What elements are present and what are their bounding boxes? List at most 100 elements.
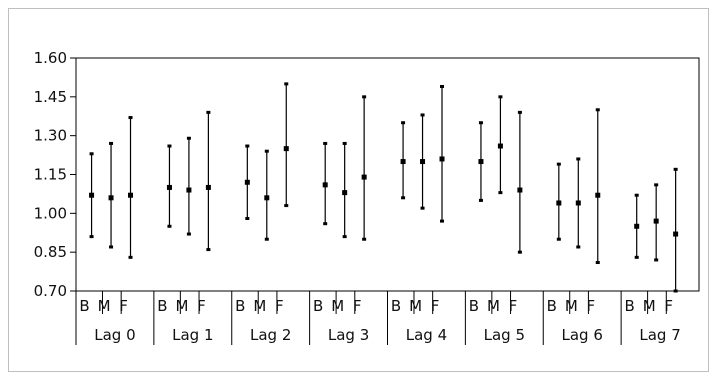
error-cap-lower bbox=[401, 196, 406, 200]
point-estimate bbox=[244, 179, 250, 185]
error-cap-upper bbox=[362, 95, 367, 99]
point-estimate bbox=[128, 192, 134, 198]
point-estimate bbox=[634, 223, 640, 229]
error-cap-lower bbox=[556, 237, 561, 241]
point-estimate bbox=[89, 192, 95, 198]
error-cap-lower bbox=[323, 222, 328, 226]
error-cap-lower bbox=[186, 232, 191, 236]
subcategory-label: B bbox=[79, 297, 89, 315]
group-label: Lag 5 bbox=[484, 326, 525, 344]
group-label: Lag 0 bbox=[94, 326, 135, 344]
point-estimate bbox=[264, 195, 270, 201]
error-cap-upper bbox=[245, 144, 250, 148]
group-label: Lag 2 bbox=[250, 326, 291, 344]
error-cap-lower bbox=[440, 219, 445, 223]
point-estimate bbox=[186, 187, 192, 193]
subcategory-label: M bbox=[253, 297, 266, 315]
point-estimate bbox=[478, 159, 484, 165]
error-cap-lower bbox=[109, 245, 114, 249]
point-estimate bbox=[439, 156, 445, 162]
subcategory-label: F bbox=[431, 297, 440, 315]
error-cap-lower bbox=[206, 248, 211, 252]
error-cap-lower bbox=[654, 258, 659, 262]
subcategory-label: F bbox=[353, 297, 362, 315]
subcategory-label: B bbox=[469, 297, 479, 315]
subcategory-label: M bbox=[331, 297, 344, 315]
subcategory-label: B bbox=[625, 297, 635, 315]
error-cap-upper bbox=[517, 110, 522, 114]
error-cap-upper bbox=[401, 121, 406, 125]
error-cap-upper bbox=[440, 84, 445, 88]
error-cap-upper bbox=[556, 162, 561, 166]
group-label: Lag 7 bbox=[639, 326, 680, 344]
y-tick-label: 1.45 bbox=[34, 88, 67, 106]
error-cap-lower bbox=[245, 217, 250, 221]
y-tick-label: 0.70 bbox=[34, 282, 67, 300]
error-cap-upper bbox=[498, 95, 503, 99]
point-estimate bbox=[653, 218, 659, 224]
error-cap-lower bbox=[595, 261, 600, 265]
error-cap-upper bbox=[167, 144, 172, 148]
subcategory-label: M bbox=[487, 297, 500, 315]
error-cap-upper bbox=[128, 116, 133, 120]
subcategory-label: M bbox=[98, 297, 111, 315]
error-cap-upper bbox=[323, 141, 328, 145]
error-cap-upper bbox=[264, 149, 269, 153]
y-tick-label: 1.00 bbox=[34, 204, 67, 222]
chart-frame bbox=[8, 8, 709, 372]
point-estimate bbox=[342, 190, 348, 196]
subcategory-label: M bbox=[175, 297, 188, 315]
y-tick-label: 1.60 bbox=[34, 49, 67, 67]
point-estimate bbox=[361, 174, 367, 180]
error-cap-lower bbox=[264, 237, 269, 241]
error-cap-upper bbox=[109, 141, 114, 145]
subcategory-label: B bbox=[157, 297, 167, 315]
error-cap-lower bbox=[362, 237, 367, 241]
error-cap-lower bbox=[576, 245, 581, 249]
subcategory-label: F bbox=[197, 297, 206, 315]
group-label: Lag 4 bbox=[406, 326, 447, 344]
group-label: Lag 3 bbox=[328, 326, 369, 344]
point-estimate bbox=[673, 231, 679, 237]
point-estimate bbox=[420, 159, 426, 165]
error-cap-upper bbox=[420, 113, 425, 117]
subcategory-label: B bbox=[235, 297, 245, 315]
y-tick-label: 1.15 bbox=[34, 166, 67, 184]
subcategory-label: B bbox=[547, 297, 557, 315]
error-cap-lower bbox=[478, 198, 483, 202]
point-estimate bbox=[400, 159, 406, 165]
error-cap-lower bbox=[128, 255, 133, 259]
group-label: Lag 6 bbox=[561, 326, 602, 344]
subcategory-label: F bbox=[509, 297, 518, 315]
subcategory-label: F bbox=[664, 297, 673, 315]
error-cap-upper bbox=[654, 183, 659, 187]
error-cap-lower bbox=[342, 235, 347, 239]
point-estimate bbox=[497, 143, 503, 149]
point-estimate bbox=[108, 195, 114, 201]
subcategory-label: F bbox=[586, 297, 595, 315]
point-estimate bbox=[205, 184, 211, 190]
error-cap-lower bbox=[634, 255, 639, 259]
point-estimate bbox=[556, 200, 562, 206]
y-tick-label: 1.30 bbox=[34, 127, 67, 145]
error-cap-upper bbox=[186, 136, 191, 140]
error-cap-upper bbox=[284, 82, 289, 86]
error-cap-lower bbox=[284, 204, 289, 208]
error-cap-lower bbox=[517, 250, 522, 254]
point-estimate bbox=[575, 200, 581, 206]
error-cap-upper bbox=[634, 193, 639, 197]
point-estimate bbox=[595, 192, 601, 198]
error-cap-upper bbox=[595, 108, 600, 112]
error-cap-upper bbox=[576, 157, 581, 161]
point-estimate bbox=[322, 182, 328, 188]
subcategory-label: B bbox=[391, 297, 401, 315]
error-cap-upper bbox=[478, 121, 483, 125]
error-cap-lower bbox=[167, 224, 172, 228]
error-cap-lower bbox=[89, 235, 94, 239]
subcategory-label: M bbox=[643, 297, 656, 315]
subcategory-label: M bbox=[409, 297, 422, 315]
error-cap-upper bbox=[673, 167, 678, 171]
point-estimate bbox=[517, 187, 523, 193]
error-cap-lower bbox=[498, 191, 503, 195]
